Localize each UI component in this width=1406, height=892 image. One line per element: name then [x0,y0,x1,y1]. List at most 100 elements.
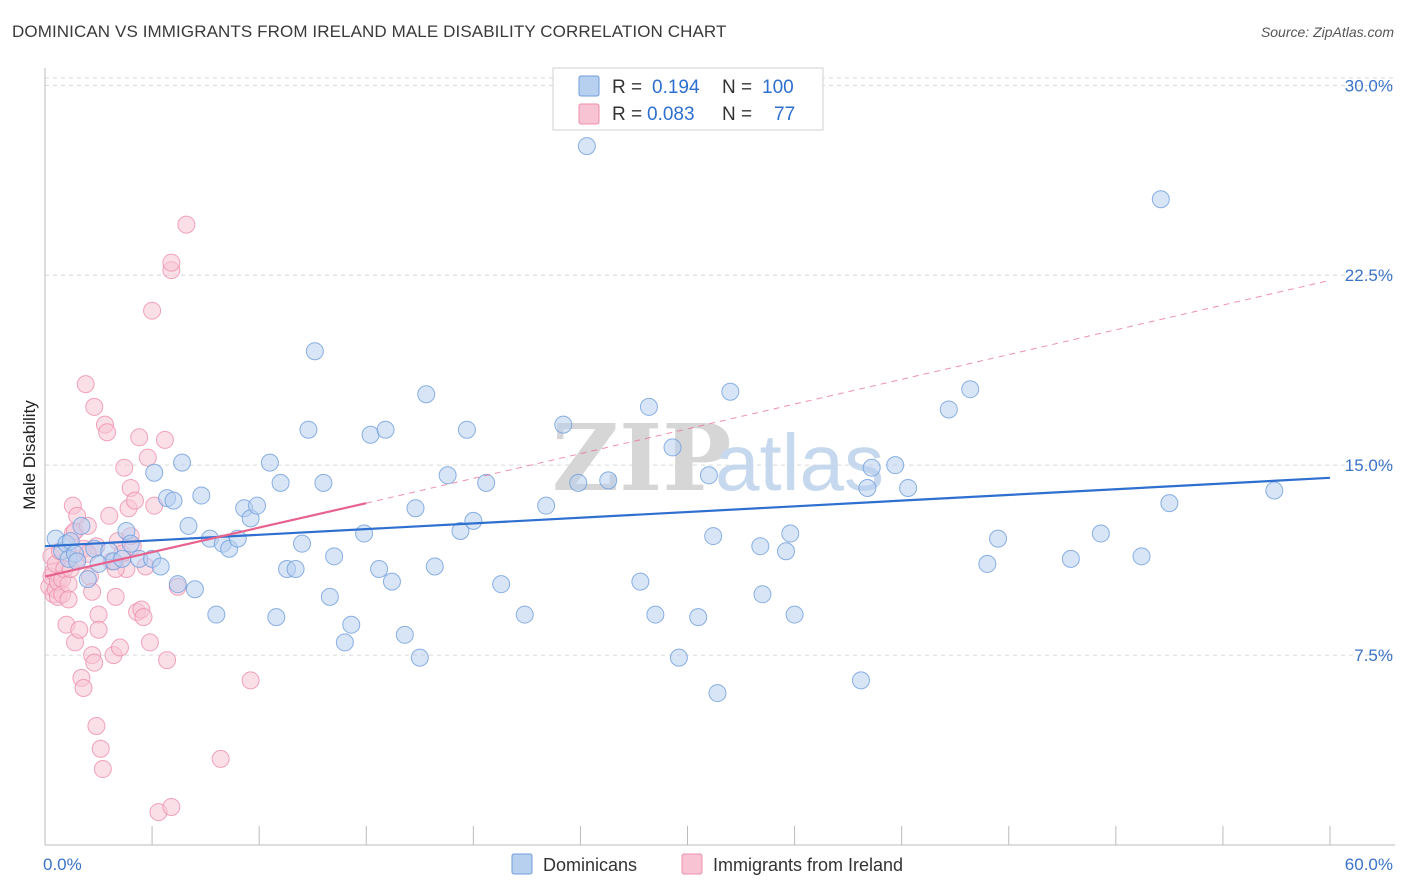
legend-r-value-blue: 0.194 [652,77,700,98]
blue-point [451,522,470,540]
series-legend: Dominicans Immigrants from Ireland [511,853,903,875]
blue-point [207,605,226,624]
blue-point [1151,190,1170,209]
blue-point [335,633,354,652]
legend-r-label-blue: R = [612,77,642,98]
blue-point [646,605,665,624]
blue-point [382,572,401,591]
pink-point [134,608,153,627]
series-legend-swatch-blue [511,853,533,875]
blue-point [781,524,800,543]
blue-point [989,529,1008,548]
pink-trend-line [44,502,367,578]
blue-point [192,486,211,505]
blue-series-points [46,137,1284,703]
pink-point [158,651,177,670]
blue-point [293,534,311,553]
y-tick-labels: 7.5% 15.0% 22.5% 30.0% [1345,76,1393,665]
blue-point [1091,524,1110,543]
blue-point [961,380,980,399]
pink-point [91,739,110,758]
pink-point [211,749,230,768]
pink-point [89,605,108,624]
blue-point [248,496,267,515]
blue-point [753,585,772,604]
pink-point [110,638,129,657]
pink-point [98,423,117,442]
series-legend-ireland: Immigrants from Ireland [713,855,903,875]
blue-point [376,420,395,439]
correlation-legend: R = 0.194 N = 100 R = 0.083 N = 77 [552,67,824,131]
legend-n-label-blue: N = [722,77,752,98]
pink-point [89,620,108,639]
blue-point [406,499,425,518]
blue-point [78,570,97,589]
chart-title: DOMINICAN VS IMMIGRANTS FROM IRELAND MAL… [12,22,727,41]
pink-point [106,587,125,606]
pink-point [85,653,104,672]
blue-point [577,137,596,156]
blue-point [464,511,483,530]
y-tick-label: 22.5% [1345,266,1393,285]
x-tick-labels: 0.0% 60.0% [43,855,1393,874]
pink-point [76,375,95,394]
blue-point [179,516,198,535]
blue-trend-line [44,476,1331,548]
y-tick-label: 15.0% [1345,456,1393,475]
blue-point [173,453,192,472]
blue-point [342,615,361,634]
blue-point [151,557,170,576]
blue-point [899,478,918,497]
source-credit: Source: ZipAtlas.com [1260,24,1394,40]
blue-point [699,466,718,485]
blue-point [260,453,279,472]
trend-lines [44,279,1331,578]
legend-swatch-blue [578,75,600,97]
blue-point [851,671,870,690]
pink-point [93,760,112,779]
x-tick-label-max: 60.0% [1345,855,1393,874]
blue-point [320,587,339,606]
watermark-zip: ZIP [552,404,731,512]
pink-point [130,428,149,447]
blue-point [305,342,324,361]
blue-point [299,420,318,439]
blue-point [425,557,444,576]
blue-point [267,608,286,627]
blue-point [669,648,688,667]
blue-point [639,397,658,416]
blue-point [708,684,727,703]
pink-point [85,397,104,416]
pink-point [74,679,93,697]
watermark-atlas: atlas [715,418,884,507]
blue-point [286,559,305,578]
blue-point [939,400,958,419]
pink-point [70,620,89,639]
blue-point [978,554,997,573]
blue-point [370,559,389,578]
pink-point [87,716,106,735]
pink-point [59,575,78,594]
y-axis-title: Male Disability [20,400,39,510]
pink-point [143,301,162,320]
y-tick-label: 7.5% [1354,646,1393,665]
blue-point [417,385,436,404]
blue-point [1265,481,1284,500]
blue-point [663,438,682,457]
blue-point [168,575,187,594]
pink-series-points [40,215,260,822]
legend-n-value-pink: 77 [774,104,795,125]
blue-point [457,420,476,439]
legend-r-label-pink: R = [612,104,642,125]
blue-point [145,463,164,482]
blue-point [361,425,380,444]
blue-point [569,473,588,492]
legend-n-value-blue: 100 [762,77,794,98]
blue-point [1160,494,1179,513]
blue-point [355,524,374,543]
blue-point [689,608,708,627]
x-tick-label-min: 0.0% [43,855,82,874]
blue-point [1132,547,1151,566]
pink-point [162,798,181,817]
pink-point [59,590,78,609]
